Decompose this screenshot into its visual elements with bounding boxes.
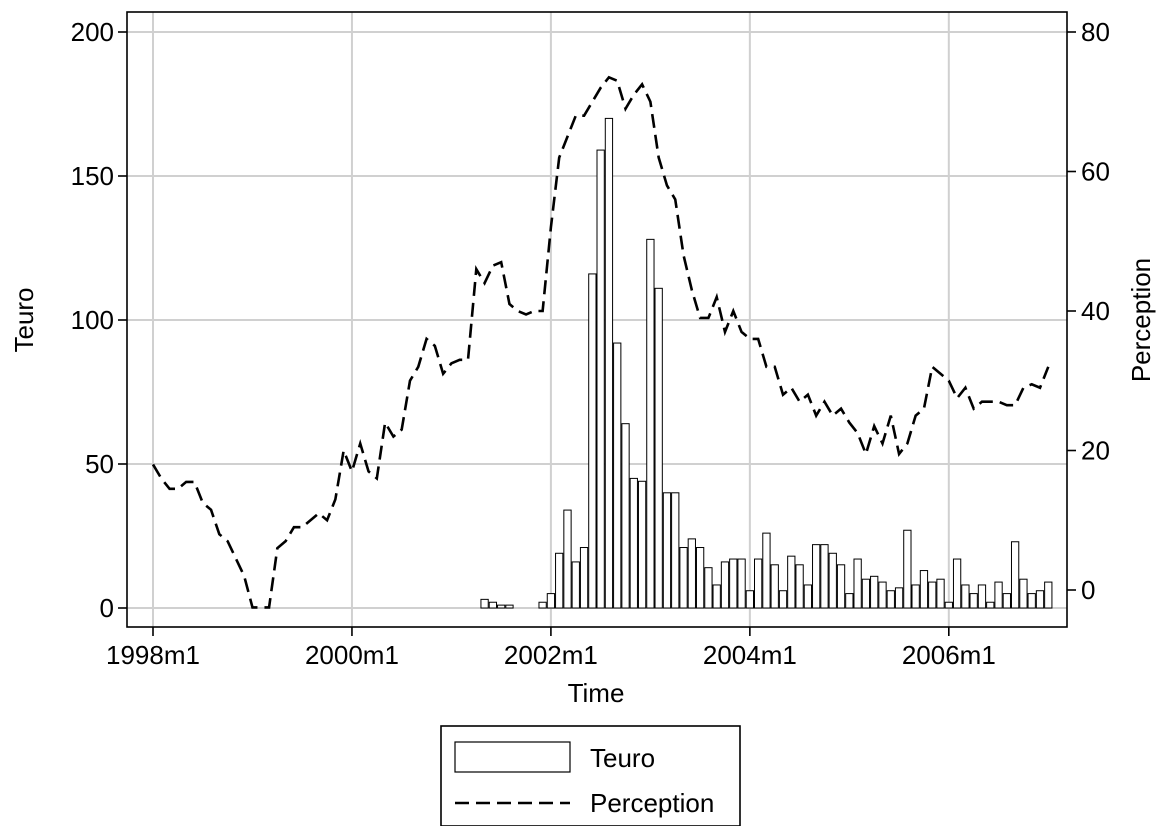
teuro-bar-40	[812, 544, 821, 609]
teuro-bar-41	[820, 544, 829, 609]
teuro-bar-27	[704, 567, 713, 609]
teuro-bar-31	[737, 558, 746, 609]
teuro-bar-68	[1044, 581, 1053, 609]
teuro-bar-50	[894, 587, 904, 609]
teuro-bar-26	[695, 547, 705, 609]
teuro-bar-17	[621, 423, 630, 609]
teuro-bar-54	[928, 581, 937, 609]
teuro-bar-49	[886, 590, 895, 609]
teuro-bar-25	[687, 538, 696, 609]
teuro-bar-60	[977, 584, 987, 609]
teuro-bar-23	[671, 492, 680, 609]
y-axis-left-label: Teuro	[9, 287, 39, 352]
teuro-bar-55	[936, 578, 945, 609]
teuro-bar-32	[745, 590, 755, 609]
teuro-bar-66	[1027, 593, 1036, 609]
y-left-tick-label-3: 150	[71, 161, 114, 191]
teuro-bar-63	[1002, 593, 1011, 609]
legend-label-perception: Perception	[590, 788, 714, 818]
teuro-bar-61	[986, 601, 995, 609]
y-axis-right-label: Perception	[1126, 258, 1156, 382]
teuro-bar-28	[712, 584, 721, 609]
teuro-bar-64	[1010, 541, 1020, 609]
teuro-bar-47	[870, 575, 879, 609]
teuro-bar-34	[762, 532, 771, 609]
teuro-bar-35	[770, 564, 779, 609]
teuro-bar-33	[754, 558, 763, 609]
teuro-bar-11	[571, 561, 580, 609]
teuro-bar-59	[969, 593, 978, 609]
teuro-bar-43	[836, 564, 846, 609]
y-left-tick-label-2: 100	[71, 305, 114, 335]
teuro-bar-13	[588, 273, 597, 609]
y-right-tick-label-2: 40	[1081, 296, 1110, 326]
teuro-bar-2	[497, 604, 506, 609]
teuro-bar-57	[952, 558, 962, 609]
teuro-bar-18	[629, 477, 638, 609]
teuro-bar-67	[1035, 590, 1045, 609]
teuro-bar-58	[961, 584, 970, 609]
teuro-bar-1	[488, 601, 498, 609]
x-tick-label-0: 1998m1	[106, 640, 200, 670]
teuro-bar-22	[662, 492, 672, 609]
teuro-bar-52	[911, 584, 920, 609]
teuro-bar-39	[803, 584, 813, 609]
y-left-tick-label-0: 0	[100, 593, 114, 623]
teuro-bar-51	[903, 529, 912, 609]
teuro-bar-0	[480, 598, 489, 609]
teuro-bar-7	[538, 601, 547, 609]
teuro-bar-24	[679, 547, 688, 609]
perception-line	[151, 75, 1050, 609]
teuro-bar-48	[878, 581, 887, 609]
teuro-bar-16	[613, 342, 622, 609]
teuro-bar-12	[579, 547, 589, 609]
teuro-bar-10	[563, 509, 572, 609]
teuro-bar-9	[555, 552, 564, 609]
y-right-tick-label-3: 60	[1081, 157, 1110, 187]
teuro-bar-44	[845, 593, 854, 609]
teuro-bar-42	[828, 552, 837, 609]
teuro-bar-46	[861, 578, 871, 609]
teuro-bar-56	[944, 601, 953, 609]
teuro-bar-53	[919, 570, 929, 609]
teuro-bar-62	[994, 581, 1003, 609]
x-axis-label: Time	[568, 678, 625, 708]
legend-swatch-teuro	[454, 741, 571, 773]
teuro-bar-20	[646, 238, 655, 609]
y-right-tick-label-4: 80	[1081, 17, 1110, 47]
teuro-bar-45	[853, 558, 862, 609]
teuro-bar-19	[637, 480, 647, 609]
legend: Teuro Perception	[440, 725, 741, 826]
teuro-bar-29	[720, 561, 730, 609]
teuro-bar-38	[795, 564, 804, 609]
y-right-tick-label-0: 0	[1081, 575, 1095, 605]
teuro-bar-36	[778, 590, 788, 609]
teuro-bars	[480, 117, 1053, 609]
x-tick-label-3: 2004m1	[703, 640, 797, 670]
teuro-bar-8	[546, 593, 556, 609]
teuro-bar-14	[596, 149, 605, 609]
teuro-bar-21	[654, 287, 663, 609]
y-left-tick-label-1: 50	[85, 449, 114, 479]
teuro-bar-3	[505, 604, 514, 609]
x-tick-label-4: 2006m1	[902, 640, 996, 670]
y-left-tick-label-4: 200	[71, 17, 114, 47]
x-tick-label-1: 2000m1	[305, 640, 399, 670]
teuro-bar-65	[1019, 578, 1028, 609]
y-right-tick-label-1: 20	[1081, 436, 1110, 466]
legend-label-teuro: Teuro	[590, 743, 655, 773]
teuro-bar-30	[729, 558, 738, 609]
axes: 0 50 100 150 200 0 20 40 60 80 1998m1 2000m1 2002m1 2…	[71, 17, 1110, 670]
x-tick-label-2: 2002m1	[504, 640, 598, 670]
teuro-bar-37	[787, 555, 796, 609]
teuro-bar-15	[604, 117, 614, 609]
